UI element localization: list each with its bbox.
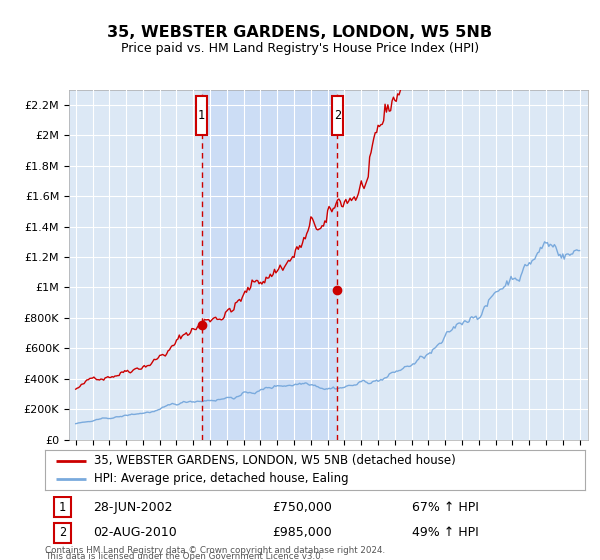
- Bar: [202, 90, 337, 440]
- FancyBboxPatch shape: [53, 497, 71, 517]
- FancyBboxPatch shape: [53, 522, 71, 543]
- Text: 49% ↑ HPI: 49% ↑ HPI: [412, 526, 479, 539]
- FancyBboxPatch shape: [332, 96, 343, 136]
- Text: 2: 2: [334, 109, 341, 122]
- Text: Contains HM Land Registry data © Crown copyright and database right 2024.: Contains HM Land Registry data © Crown c…: [45, 545, 385, 555]
- Text: 28-JUN-2002: 28-JUN-2002: [94, 501, 173, 514]
- Text: 35, WEBSTER GARDENS, LONDON, W5 5NB: 35, WEBSTER GARDENS, LONDON, W5 5NB: [107, 25, 493, 40]
- Text: 1: 1: [198, 109, 205, 122]
- Text: 1: 1: [59, 501, 66, 514]
- Text: 2: 2: [59, 526, 66, 539]
- FancyBboxPatch shape: [196, 96, 207, 136]
- Text: 02-AUG-2010: 02-AUG-2010: [94, 526, 178, 539]
- Text: 35, WEBSTER GARDENS, LONDON, W5 5NB (detached house): 35, WEBSTER GARDENS, LONDON, W5 5NB (det…: [94, 455, 455, 468]
- Text: £985,000: £985,000: [272, 526, 332, 539]
- Text: HPI: Average price, detached house, Ealing: HPI: Average price, detached house, Eali…: [94, 472, 348, 485]
- Text: This data is licensed under the Open Government Licence v3.0.: This data is licensed under the Open Gov…: [45, 552, 323, 560]
- Text: 67% ↑ HPI: 67% ↑ HPI: [412, 501, 479, 514]
- Text: £750,000: £750,000: [272, 501, 332, 514]
- Text: Price paid vs. HM Land Registry's House Price Index (HPI): Price paid vs. HM Land Registry's House …: [121, 42, 479, 55]
